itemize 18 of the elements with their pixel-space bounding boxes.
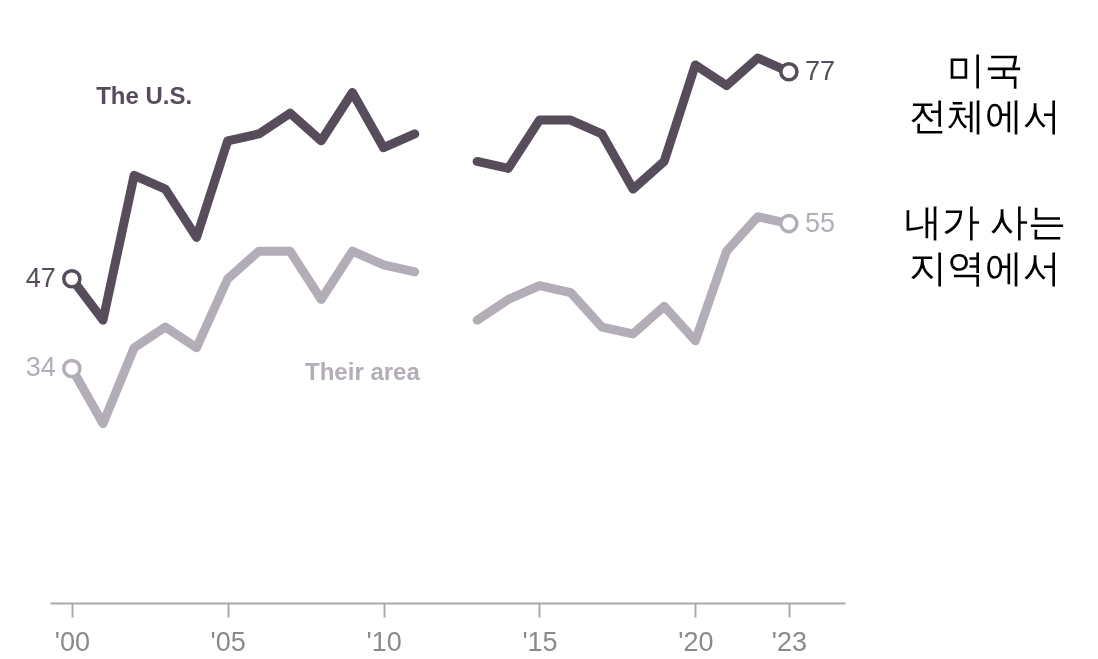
- x-tick-label: '15: [522, 626, 558, 657]
- text: Their area: [305, 358, 421, 386]
- text: 미국 전체에서: [909, 48, 1061, 137]
- x-tick-label: '05: [210, 626, 246, 657]
- text: 내가 사는 지역에서: [903, 200, 1067, 289]
- x-tick-label: '00: [54, 626, 90, 657]
- series-label: The U.S.: [96, 82, 193, 110]
- x-tick-label: '20: [678, 626, 714, 657]
- x-tick-label: '23: [771, 626, 807, 657]
- data-label: 55: [804, 207, 835, 238]
- point: [779, 62, 799, 82]
- data-label: 77: [804, 55, 835, 86]
- point: [779, 213, 799, 234]
- point: [62, 358, 82, 379]
- data-label: 34: [25, 352, 56, 383]
- x-tick-label: '10: [366, 626, 402, 657]
- point: [62, 268, 82, 289]
- data-label: 47: [25, 262, 56, 293]
